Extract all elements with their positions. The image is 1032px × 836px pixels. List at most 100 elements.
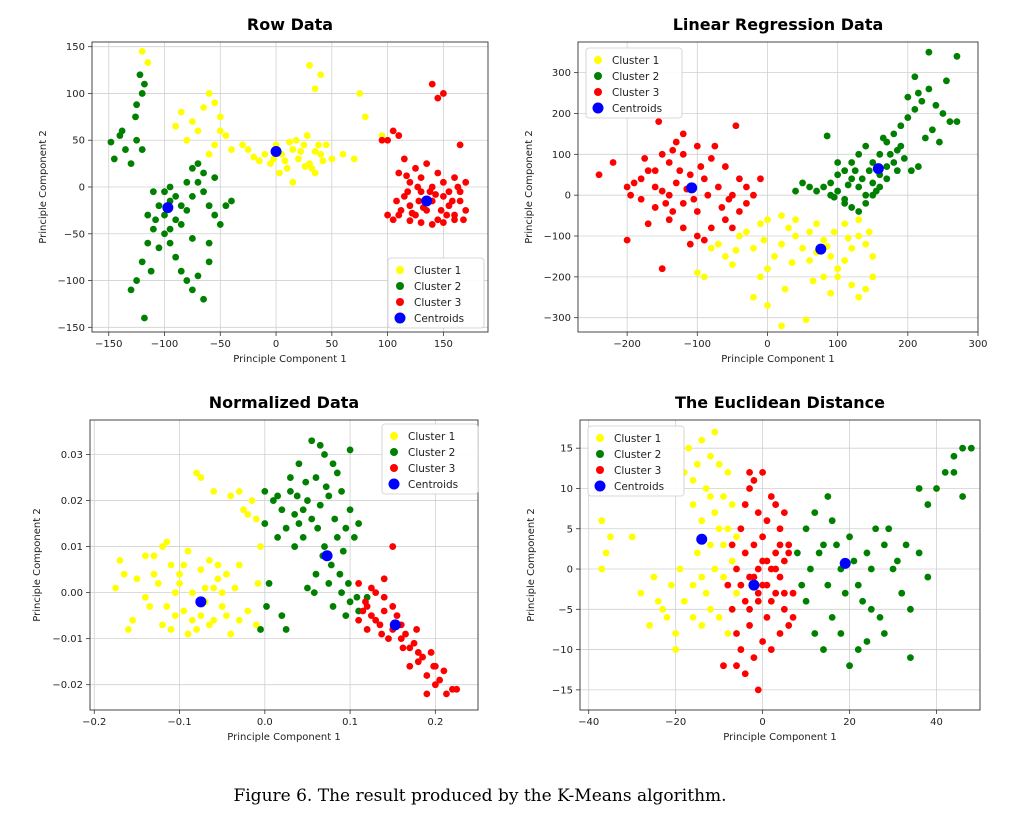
point-cluster-3: [439, 178, 447, 186]
point-cluster-2: [869, 179, 877, 187]
y-tick-label: 5: [567, 524, 573, 535]
centroid-point: [839, 557, 851, 569]
point-cluster-3: [679, 199, 687, 207]
point-cluster-2: [833, 541, 840, 549]
point-cluster-2: [138, 258, 146, 266]
point-cluster-2: [331, 515, 339, 523]
point-cluster-1: [297, 148, 304, 155]
point-cluster-1: [112, 584, 119, 592]
point-cluster-2: [333, 533, 341, 541]
point-cluster-3: [743, 183, 750, 191]
point-cluster-3: [665, 216, 673, 224]
point-cluster-1: [841, 220, 849, 228]
point-cluster-1: [720, 541, 727, 549]
point-cluster-3: [725, 195, 733, 203]
point-cluster-1: [315, 141, 322, 149]
point-cluster-1: [809, 277, 817, 285]
y-tick-label: 0: [567, 565, 573, 576]
point-cluster-2: [921, 134, 929, 142]
point-cluster-1: [598, 565, 606, 573]
point-cluster-2: [911, 73, 919, 81]
point-cluster-1: [750, 244, 757, 252]
x-tick-label: 0.2: [427, 717, 443, 728]
point-cluster-2: [820, 541, 827, 549]
x-tick-label: −100: [684, 339, 711, 350]
point-cluster-2: [211, 174, 219, 182]
point-cluster-1: [676, 565, 684, 573]
point-cluster-2: [304, 497, 311, 504]
point-cluster-3: [384, 136, 392, 144]
point-cluster-2: [924, 573, 932, 581]
legend-label-cluster-2: Cluster 2: [614, 449, 661, 461]
point-cluster-3: [417, 174, 425, 182]
point-cluster-2: [893, 557, 901, 565]
point-cluster-1: [163, 603, 171, 610]
point-cluster-2: [325, 580, 333, 587]
point-cluster-2: [295, 460, 303, 468]
point-cluster-1: [855, 293, 863, 301]
data-points: [107, 47, 470, 322]
point-cluster-1: [602, 549, 610, 557]
x-tick-label: 0: [273, 339, 279, 350]
point-cluster-1: [862, 240, 870, 248]
x-tick-label: 150: [434, 339, 453, 350]
point-cluster-3: [750, 654, 758, 662]
point-cluster-2: [118, 127, 126, 135]
x-tick-label: −150: [95, 339, 122, 350]
point-cluster-2: [858, 175, 866, 183]
point-cluster-3: [741, 670, 749, 678]
data-points: [598, 428, 975, 694]
point-cluster-1: [799, 244, 806, 252]
point-cluster-3: [595, 171, 603, 179]
point-cluster-2: [890, 159, 898, 166]
legend-marker-cluster-2: [390, 448, 398, 456]
point-cluster-1: [728, 261, 736, 269]
point-cluster-1: [244, 510, 252, 518]
legend-label-centroids: Centroids: [408, 479, 458, 491]
point-cluster-2: [127, 160, 135, 168]
point-cluster-2: [872, 525, 880, 533]
point-cluster-2: [862, 199, 870, 207]
point-cluster-2: [161, 211, 168, 219]
point-cluster-3: [679, 130, 687, 138]
point-cluster-1: [778, 212, 785, 219]
point-cluster-2: [846, 533, 853, 541]
legend-marker-centroids: [388, 478, 400, 490]
point-cluster-2: [907, 605, 914, 613]
point-cluster-2: [338, 487, 345, 495]
point-cluster-2: [295, 520, 303, 527]
point-cluster-1: [292, 136, 300, 144]
point-cluster-1: [693, 549, 701, 557]
point-cluster-2: [136, 71, 144, 79]
legend-label-cluster-2: Cluster 2: [414, 281, 461, 293]
point-cluster-3: [430, 662, 438, 670]
point-cluster-2: [161, 230, 168, 238]
legend: Cluster 1 Cluster 2 Cluster 3 Centroids: [585, 47, 683, 119]
point-cluster-3: [763, 613, 771, 621]
point-cluster-1: [317, 150, 325, 158]
point-cluster-3: [403, 172, 410, 180]
point-cluster-2: [915, 549, 923, 557]
point-cluster-3: [380, 607, 388, 615]
point-cluster-1: [200, 104, 207, 111]
point-cluster-3: [651, 204, 659, 211]
point-cluster-2: [862, 142, 870, 150]
legend-marker-centroids: [594, 480, 606, 492]
legend-label-cluster-3: Cluster 3: [612, 87, 659, 99]
point-cluster-3: [451, 211, 458, 219]
point-cluster-2: [841, 167, 849, 175]
point-cluster-3: [439, 192, 447, 200]
point-cluster-1: [781, 285, 789, 293]
point-cluster-3: [436, 676, 444, 684]
point-cluster-2: [350, 533, 358, 541]
point-cluster-2: [314, 524, 322, 532]
point-cluster-2: [869, 159, 877, 166]
point-cluster-1: [865, 228, 873, 236]
point-cluster-2: [807, 565, 814, 573]
point-cluster-2: [194, 178, 202, 186]
point-cluster-2: [342, 524, 350, 532]
point-cluster-2: [325, 492, 333, 500]
point-cluster-1: [311, 169, 319, 177]
point-cluster-2: [880, 630, 888, 637]
point-cluster-3: [395, 132, 403, 139]
